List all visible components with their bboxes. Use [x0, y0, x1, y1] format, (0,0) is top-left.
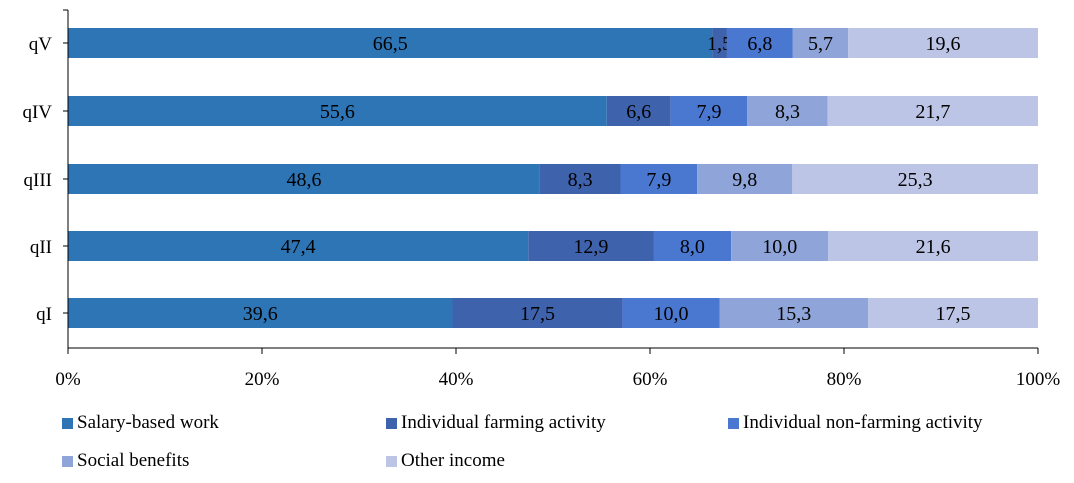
data-label: 39,6: [243, 303, 278, 325]
bar-segment: [747, 96, 828, 126]
data-label: 6,8: [747, 33, 772, 55]
bar-segment: [670, 96, 748, 126]
data-label: 25,3: [898, 169, 933, 191]
category-label: qIV: [22, 102, 52, 123]
category-label: qII: [30, 237, 52, 258]
legend-item: Individual non-farming activity: [728, 412, 983, 434]
legend-label: Individual non-farming activity: [743, 412, 983, 433]
bar-segment: [606, 96, 671, 126]
bar-segment: [68, 164, 540, 194]
x-tick-label: 80%: [827, 369, 862, 390]
data-label: 9,8: [732, 169, 757, 191]
legend-label: Salary-based work: [77, 412, 219, 433]
data-label: 10,0: [762, 236, 797, 258]
data-label: 17,5: [520, 303, 555, 325]
bar-segment: [712, 28, 727, 58]
bar-segment: [539, 164, 621, 194]
legend-swatch: [386, 417, 397, 429]
bar-segment: [827, 96, 1038, 126]
data-label: 10,0: [653, 303, 688, 325]
legend-swatch: [62, 417, 73, 429]
data-label: 1,5: [707, 33, 732, 55]
x-tick-label: 100%: [1016, 369, 1061, 390]
data-label: 19,6: [926, 33, 961, 55]
bar-segment: [653, 231, 732, 261]
data-label: 7,9: [697, 101, 722, 123]
data-label: 12,9: [573, 236, 608, 258]
bar-segment: [68, 28, 713, 58]
x-tick-label: 20%: [245, 369, 280, 390]
data-label: 8,0: [680, 236, 705, 258]
x-tick-label: 0%: [55, 369, 81, 390]
bar-segment: [719, 298, 869, 328]
bar-segment: [792, 164, 1038, 194]
data-label: 66,5: [373, 33, 408, 55]
bar-segment: [452, 298, 623, 328]
data-label: 5,7: [808, 33, 833, 55]
bar-segment: [848, 28, 1038, 58]
stacked-bar-chart: 66,5 1,5 6,8 5,7 19,6 qV 55,6 6,6 7,9 8,3 21,7 qIV 4…: [22, 9, 1061, 390]
data-label: 21,7: [915, 101, 950, 123]
legend-item: Social benefits: [62, 450, 189, 472]
bar-segment: [792, 28, 849, 58]
bar-segment: [731, 231, 829, 261]
legend-item: Salary-based work: [62, 412, 219, 434]
data-label: 17,5: [936, 303, 971, 325]
data-label: 47,4: [281, 236, 316, 258]
bar-segment: [622, 298, 720, 328]
legend-swatch: [62, 455, 73, 467]
data-label: 6,6: [626, 101, 651, 123]
data-label: 8,3: [568, 169, 593, 191]
bar-segment: [68, 231, 529, 261]
data-label: 55,6: [320, 101, 355, 123]
legend-swatch: [728, 417, 739, 429]
bar-segment: [828, 231, 1038, 261]
category-label: qIII: [24, 170, 52, 191]
data-label: 7,9: [646, 169, 671, 191]
data-label: 15,3: [776, 303, 811, 325]
bar-segment: [868, 298, 1038, 328]
bar-segment: [620, 164, 698, 194]
legend-label: Social benefits: [77, 450, 190, 471]
bar-segment: [68, 96, 607, 126]
legend-label: Individual farming activity: [401, 412, 606, 433]
bar-segment: [697, 164, 793, 194]
bar-segment: [68, 298, 453, 328]
x-tick-label: 40%: [439, 369, 474, 390]
legend-swatch: [386, 455, 397, 467]
bar-segment: [528, 231, 654, 261]
category-label: qV: [29, 34, 53, 55]
chart-legend: Salary-based work Individual farming acti…: [62, 412, 1062, 478]
bar-segment: [726, 28, 793, 58]
data-label: 21,6: [916, 236, 951, 258]
data-label: 8,3: [775, 101, 800, 123]
legend-item: Other income: [386, 450, 505, 472]
legend-item: Individual farming activity: [386, 412, 606, 434]
category-label: qI: [36, 304, 52, 325]
x-tick-label: 60%: [633, 369, 668, 390]
data-label: 48,6: [286, 169, 321, 191]
legend-label: Other income: [401, 450, 505, 471]
